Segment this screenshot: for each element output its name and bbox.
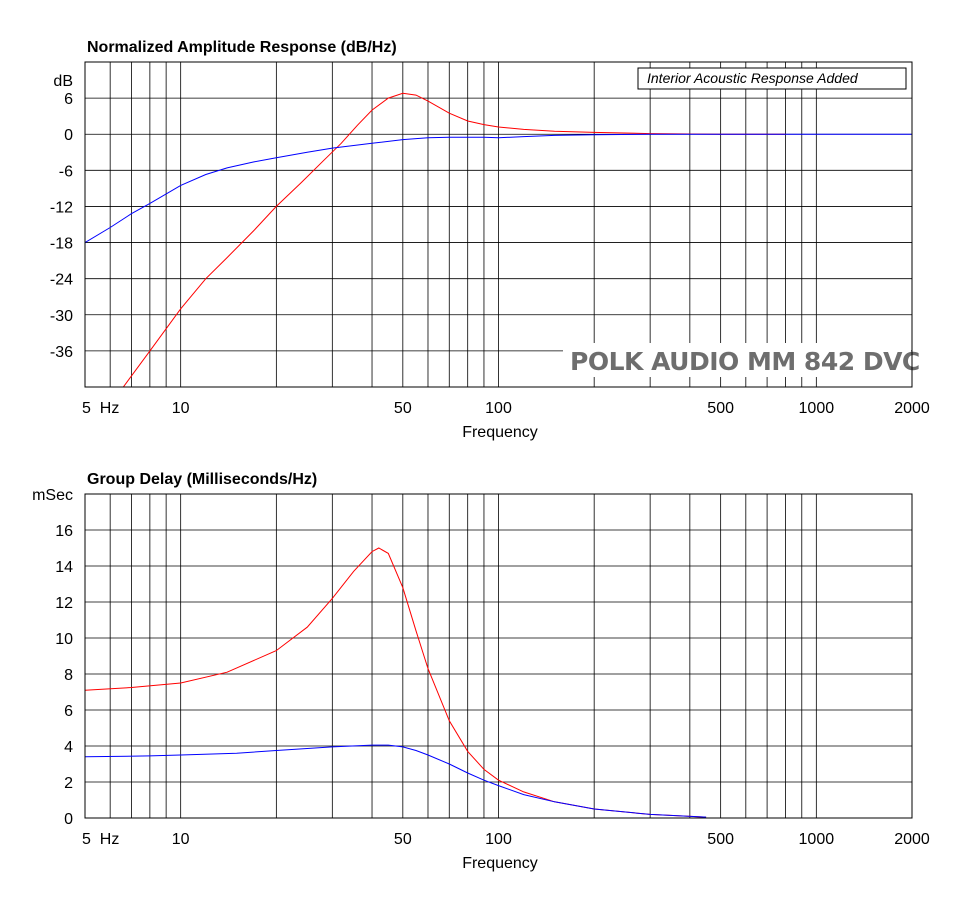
x-tick-label: 500 (707, 831, 734, 848)
x-tick-label: 10 (172, 400, 190, 417)
y-tick-label: -36 (50, 344, 73, 361)
series-line-2 (85, 744, 707, 818)
x-tick-label: 100 (485, 400, 512, 417)
y-axis-label: dB (53, 73, 73, 90)
y-tick-label: 0 (64, 127, 73, 144)
x-tick-label: 50 (394, 400, 412, 417)
y-tick-label: 8 (64, 667, 73, 684)
series-line-2 (85, 133, 912, 244)
x-tick-label: 500 (707, 400, 734, 417)
chart-title: Normalized Amplitude Response (dB/Hz) (87, 39, 397, 56)
y-tick-label: -6 (59, 163, 73, 180)
series-line-1 (122, 92, 786, 387)
x-tick-label: 5 Hz (82, 400, 119, 417)
y-tick-label: 6 (64, 703, 73, 720)
watermark-bg (563, 343, 911, 377)
y-axis-label: mSec (32, 487, 73, 504)
x-tick-label: 10 (172, 831, 190, 848)
x-axis-label: Frequency (462, 424, 538, 441)
plot-frame (84, 493, 913, 819)
y-tick-label: 6 (64, 91, 73, 108)
watermark-text: POLK AUDIO MM 842 DVC (570, 347, 920, 376)
x-tick-label: 1000 (799, 400, 835, 417)
x-tick-label: 1000 (799, 831, 835, 848)
plot-frame (84, 61, 913, 388)
series-line-1 (85, 547, 707, 818)
y-tick-label: 14 (55, 559, 73, 576)
x-tick-label: 100 (485, 831, 512, 848)
x-tick-label: 2000 (894, 831, 930, 848)
y-tick-label: -12 (50, 199, 73, 216)
y-tick-label: 12 (55, 595, 73, 612)
x-tick-label: 50 (394, 831, 412, 848)
y-tick-label: 10 (55, 631, 73, 648)
annotation-box (637, 67, 907, 90)
y-tick-label: -30 (50, 308, 73, 325)
y-tick-label: -24 (50, 272, 73, 289)
annotation-text: Interior Acoustic Response Added (647, 70, 859, 86)
chart-2: Group Delay (Milliseconds/Hz) mSec 16 14 12 1… (32, 471, 930, 872)
y-tick-label: 0 (64, 811, 73, 828)
x-tick-label: 2000 (894, 400, 930, 417)
chart-title: Group Delay (Milliseconds/Hz) (87, 471, 317, 488)
x-axis-label: Frequency (462, 855, 538, 872)
chart-1: Interior Acoustic Response Added POLK AUD… (50, 39, 930, 441)
x-tick-label: 5 Hz (82, 831, 119, 848)
y-tick-label: 4 (64, 739, 73, 756)
y-tick-label: -18 (50, 236, 73, 253)
y-tick-label: 2 (64, 775, 73, 792)
y-tick-label: 16 (55, 523, 73, 540)
